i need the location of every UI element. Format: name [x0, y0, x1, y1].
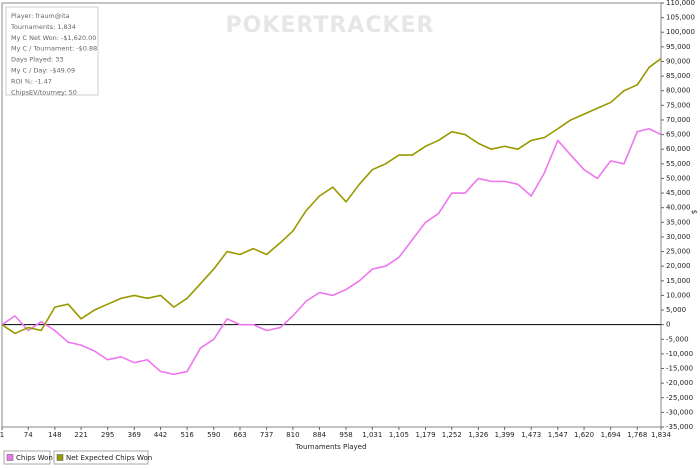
x-tick-label: 295	[101, 431, 114, 439]
y-tick-label: 80,000	[666, 87, 691, 95]
x-tick-label: 810	[286, 431, 299, 439]
info-line: My C Net Won: -$1,620.00	[11, 34, 96, 42]
x-tick-label: 737	[260, 431, 273, 439]
x-tick-label: 369	[128, 431, 141, 439]
y-axis-title: $	[690, 210, 698, 214]
info-line: My C / Day: -$49.09	[11, 67, 75, 75]
x-tick-label: 1,768	[627, 431, 647, 439]
series-line	[1, 127, 662, 376]
x-tick-label: 1,252	[442, 431, 462, 439]
y-tick-label: 40,000	[666, 204, 691, 212]
y-tick-label: 55,000	[666, 160, 691, 168]
y-tick-label: -30,000	[666, 408, 693, 416]
y-tick-label: -15,000	[666, 365, 693, 373]
y-tick-label: 30,000	[666, 233, 691, 241]
y-tick-label: 85,000	[666, 72, 691, 80]
x-tick-label: 1,834	[651, 431, 672, 439]
x-tick-label: 1,179	[415, 431, 435, 439]
y-tick-label: 95,000	[666, 43, 691, 51]
y-tick-label: 110,000	[666, 0, 695, 7]
info-line: ChipsEV/tourney: 50	[11, 88, 77, 96]
x-tick-label: 1,326	[468, 431, 489, 439]
y-tick-label: 90,000	[666, 57, 691, 65]
x-tick-label: 74	[24, 431, 33, 439]
x-tick-label: 884	[313, 431, 327, 439]
y-tick-label: -5,000	[666, 335, 689, 343]
y-tick-label: 60,000	[666, 145, 691, 153]
x-tick-label: 1,473	[521, 431, 541, 439]
y-tick-label: -25,000	[666, 394, 693, 402]
x-tick-label: 221	[74, 431, 87, 439]
x-tick-label: 1,031	[362, 431, 382, 439]
x-tick-label: 1,399	[495, 431, 515, 439]
watermark: POKERTRACKER	[226, 13, 435, 38]
x-tick-label: 516	[180, 431, 194, 439]
x-tick-label: 1	[0, 431, 4, 439]
info-line: My C / Tournament: -$0.88	[11, 45, 97, 53]
y-tick-label: 25,000	[666, 248, 691, 256]
x-tick-label: 148	[48, 431, 61, 439]
legend-label: Net Expected Chips Won	[66, 454, 152, 462]
y-tick-label: -10,000	[666, 350, 693, 358]
x-tick-label: 958	[339, 431, 352, 439]
y-tick-label: -35,000	[666, 423, 693, 431]
y-tick-label: -20,000	[666, 379, 693, 387]
y-tick-label: 70,000	[666, 116, 691, 124]
info-line: ROI %: -1.47	[11, 77, 52, 85]
info-line: Tournaments: 1,834	[10, 23, 76, 31]
info-line: Days Played: 33	[11, 56, 64, 64]
y-tick-label: 75,000	[666, 101, 691, 109]
legend-swatch	[6, 454, 14, 461]
y-tick-label: 105,000	[666, 14, 695, 22]
x-tick-label: 1,547	[548, 431, 568, 439]
y-tick-label: 45,000	[666, 189, 691, 197]
y-tick-label: 15,000	[666, 277, 691, 285]
info-box: Player: fraum@ita Tournaments: 1,834 My C …	[5, 6, 99, 96]
y-tick-label: 35,000	[666, 218, 691, 226]
x-axis-title: Tournaments Played	[295, 443, 367, 451]
x-tick-label: 590	[207, 431, 220, 439]
x-tick-label: 1,105	[389, 431, 409, 439]
series-line	[1, 57, 662, 335]
info-frame	[5, 6, 99, 96]
legend-label: Chips Won	[16, 454, 53, 462]
x-tick-label: 1,620	[574, 431, 594, 439]
y-tick-label: 20,000	[666, 262, 691, 270]
legend-box	[3, 450, 51, 465]
info-line: Player: fraum@ita	[11, 12, 70, 20]
y-tick-label: 0	[666, 321, 670, 329]
y-tick-label: 65,000	[666, 131, 691, 139]
x-tick-label: 442	[154, 431, 167, 439]
y-tick-label: 50,000	[666, 174, 691, 182]
y-tick-label: 10,000	[666, 291, 691, 299]
y-tick-label: 100,000	[666, 28, 695, 36]
legend-swatch	[56, 454, 64, 461]
x-tick-label: 1,694	[601, 431, 622, 439]
legend-box	[53, 450, 149, 465]
y-tick-label: 5,000	[666, 306, 686, 314]
plot-area	[1, 2, 662, 428]
x-tick-label: 663	[233, 431, 246, 439]
